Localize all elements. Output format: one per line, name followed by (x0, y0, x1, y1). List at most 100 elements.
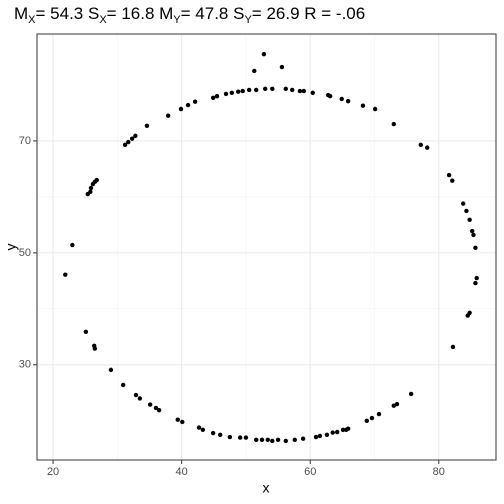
point (83, 329, 89, 335)
point (300, 436, 306, 441)
point (88, 185, 94, 191)
point (120, 382, 126, 388)
x-tick-label: 60 (304, 466, 316, 478)
point (464, 208, 469, 214)
point (214, 93, 220, 99)
point (156, 407, 162, 413)
point (144, 123, 150, 129)
point (345, 98, 351, 104)
title-part: = 26.9 R = -.06 (252, 4, 365, 23)
point (408, 391, 414, 397)
title-part: = 16.8 M (107, 4, 174, 23)
point (425, 145, 430, 150)
title-subscript: X (28, 14, 36, 26)
point (90, 181, 96, 187)
point (292, 437, 297, 443)
panel-border (36, 33, 497, 461)
point (275, 437, 281, 443)
point (345, 426, 351, 431)
point (227, 434, 233, 440)
point (340, 427, 346, 432)
title-subscript: Y (244, 14, 252, 26)
point (254, 87, 259, 93)
point (461, 201, 466, 206)
point (85, 191, 90, 197)
point (185, 102, 191, 108)
point (330, 430, 335, 435)
point (178, 106, 184, 112)
point (360, 103, 366, 108)
point (246, 87, 252, 93)
point (126, 139, 131, 145)
y-tick-label: 50 (19, 247, 31, 259)
point (283, 438, 288, 444)
point (450, 344, 456, 350)
point (313, 434, 319, 440)
title-part: M (14, 4, 28, 23)
point (263, 86, 268, 92)
point (471, 232, 476, 238)
y-tick-label: 30 (19, 359, 31, 371)
point (327, 93, 333, 99)
point (223, 91, 229, 97)
x-tick-label: 40 (176, 466, 188, 478)
title-subscript: Y (173, 14, 181, 26)
point (290, 87, 295, 93)
point (474, 275, 479, 281)
point (237, 435, 243, 440)
point (108, 367, 114, 373)
point (229, 90, 234, 95)
x-axis-title: x (263, 480, 270, 496)
point (324, 432, 330, 438)
point (376, 411, 382, 417)
point (301, 88, 306, 94)
point (467, 217, 472, 223)
point (240, 88, 245, 94)
point (192, 99, 198, 104)
point (473, 245, 478, 251)
x-tick-label: 80 (433, 466, 445, 478)
chart-title: MX= 54.3 SX= 16.8 MY= 47.8 SY= 26.9 R = … (14, 4, 365, 25)
point (470, 228, 475, 234)
point (465, 313, 470, 318)
point (122, 142, 128, 148)
point (70, 242, 75, 248)
point (147, 402, 153, 407)
point (473, 280, 478, 286)
point (63, 272, 68, 277)
point (283, 86, 288, 92)
panel (37, 34, 496, 460)
point (252, 68, 257, 74)
point (394, 401, 400, 407)
point (279, 64, 285, 70)
point (165, 113, 171, 118)
title-part: = 54.3 S (36, 4, 100, 23)
point (297, 88, 303, 94)
point (210, 430, 216, 436)
point (372, 106, 378, 112)
point (210, 95, 216, 101)
point (259, 437, 265, 443)
point (137, 396, 143, 401)
point (261, 51, 267, 57)
point (243, 435, 249, 440)
point (180, 419, 185, 425)
point (254, 437, 259, 443)
point (270, 438, 275, 444)
title-subscript: X (99, 14, 107, 26)
point (153, 405, 159, 411)
point (270, 86, 275, 92)
point (265, 437, 270, 443)
point (450, 178, 455, 183)
point (196, 425, 202, 430)
point (369, 415, 375, 421)
point (200, 427, 206, 432)
point (339, 96, 344, 102)
point (335, 429, 340, 435)
y-axis-title: y (3, 244, 19, 251)
point (317, 433, 323, 439)
point (175, 417, 180, 422)
point (133, 133, 138, 139)
point (218, 432, 223, 438)
